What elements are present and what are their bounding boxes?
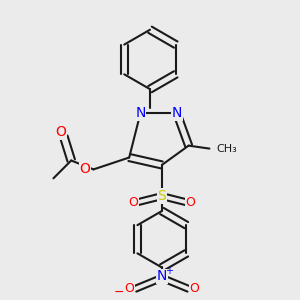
- Text: CH₃: CH₃: [217, 144, 238, 154]
- Text: N: N: [172, 106, 182, 120]
- Text: O: O: [56, 125, 66, 139]
- Text: O: O: [124, 282, 134, 296]
- Text: N: N: [157, 269, 167, 284]
- Text: O: O: [80, 162, 91, 176]
- Text: O: O: [190, 282, 200, 296]
- Text: +: +: [165, 266, 173, 276]
- Text: S: S: [158, 189, 166, 203]
- Text: −: −: [113, 286, 124, 299]
- Text: O: O: [185, 196, 195, 208]
- Text: O: O: [129, 196, 139, 208]
- Text: N: N: [135, 106, 146, 120]
